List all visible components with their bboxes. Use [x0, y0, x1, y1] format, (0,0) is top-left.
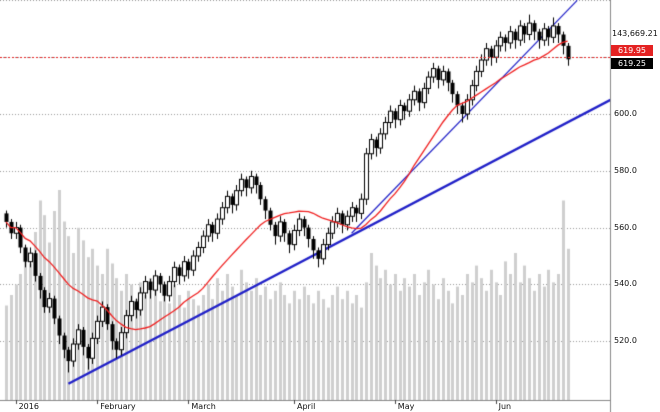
y-axis-label: 520.0 [614, 336, 637, 346]
y-axis-label: 580.0 [614, 165, 637, 175]
y-axis-label: 540.0 [614, 279, 637, 289]
y-axis-label: 600.0 [614, 109, 637, 118]
x-axis-label: April [297, 402, 316, 411]
reference-price-badge: 619.95 [611, 45, 653, 56]
x-axis-label: Jun [498, 402, 512, 411]
indicator-value-label: 143,669.21 [612, 29, 658, 38]
x-axis-label: 2016 [18, 402, 39, 411]
x-axis-label: May [397, 402, 415, 411]
x-axis-label: March [191, 402, 216, 411]
x-axis-label: February [100, 402, 136, 411]
last-price-badge: 619.25 [611, 58, 653, 69]
y-axis-label: 560.0 [614, 222, 637, 232]
